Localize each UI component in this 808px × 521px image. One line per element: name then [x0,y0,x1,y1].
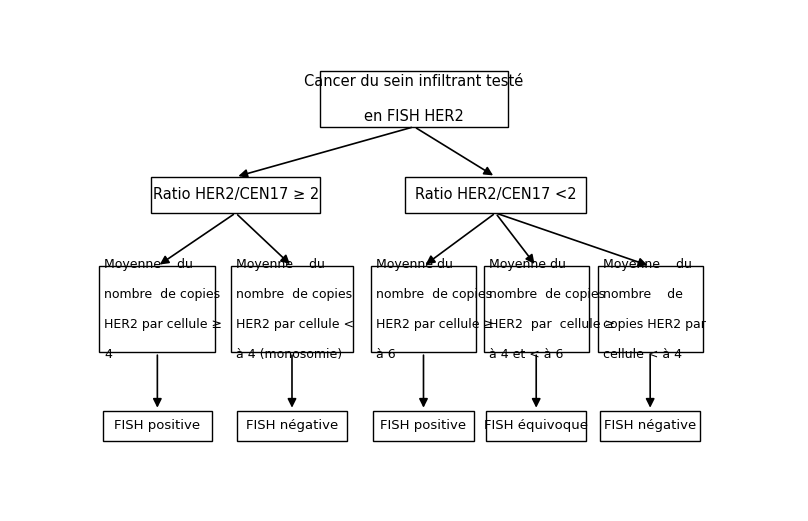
Text: Moyenne    du

nombre  de copies

HER2 par cellule <

à 4 (monosomie): Moyenne du nombre de copies HER2 par cel… [236,258,354,361]
FancyBboxPatch shape [231,266,353,352]
FancyBboxPatch shape [486,411,587,441]
FancyBboxPatch shape [484,266,589,352]
FancyBboxPatch shape [103,411,213,441]
Text: Moyenne    du

nombre    de

copies HER2 par

cellule < à 4: Moyenne du nombre de copies HER2 par cel… [603,258,705,361]
FancyBboxPatch shape [600,411,701,441]
Text: FISH positive: FISH positive [114,419,200,432]
FancyBboxPatch shape [598,266,703,352]
Text: Moyenne du

nombre  de copies

HER2  par  cellule ≥

à 4 et < à 6: Moyenne du nombre de copies HER2 par cel… [489,258,615,361]
FancyBboxPatch shape [320,70,508,127]
Text: Moyenne du

nombre  de copies

HER2 par cellule ≥

à 6: Moyenne du nombre de copies HER2 par cel… [376,258,494,361]
Text: Moyenne    du

nombre  de copies

HER2 par cellule ≥

4: Moyenne du nombre de copies HER2 par cel… [104,258,222,361]
FancyBboxPatch shape [99,266,215,352]
Text: FISH positive: FISH positive [381,419,466,432]
Text: Ratio HER2/CEN17 <2: Ratio HER2/CEN17 <2 [415,188,576,202]
FancyBboxPatch shape [151,177,320,213]
FancyBboxPatch shape [405,177,587,213]
Text: FISH négative: FISH négative [246,419,338,432]
FancyBboxPatch shape [238,411,347,441]
Text: Cancer du sein infiltrant testé

en FISH HER2: Cancer du sein infiltrant testé en FISH … [305,74,524,123]
FancyBboxPatch shape [371,266,476,352]
Text: FISH négative: FISH négative [604,419,696,432]
FancyBboxPatch shape [373,411,473,441]
Text: FISH équivoque: FISH équivoque [484,419,588,432]
Text: Ratio HER2/CEN17 ≥ 2: Ratio HER2/CEN17 ≥ 2 [153,188,319,202]
